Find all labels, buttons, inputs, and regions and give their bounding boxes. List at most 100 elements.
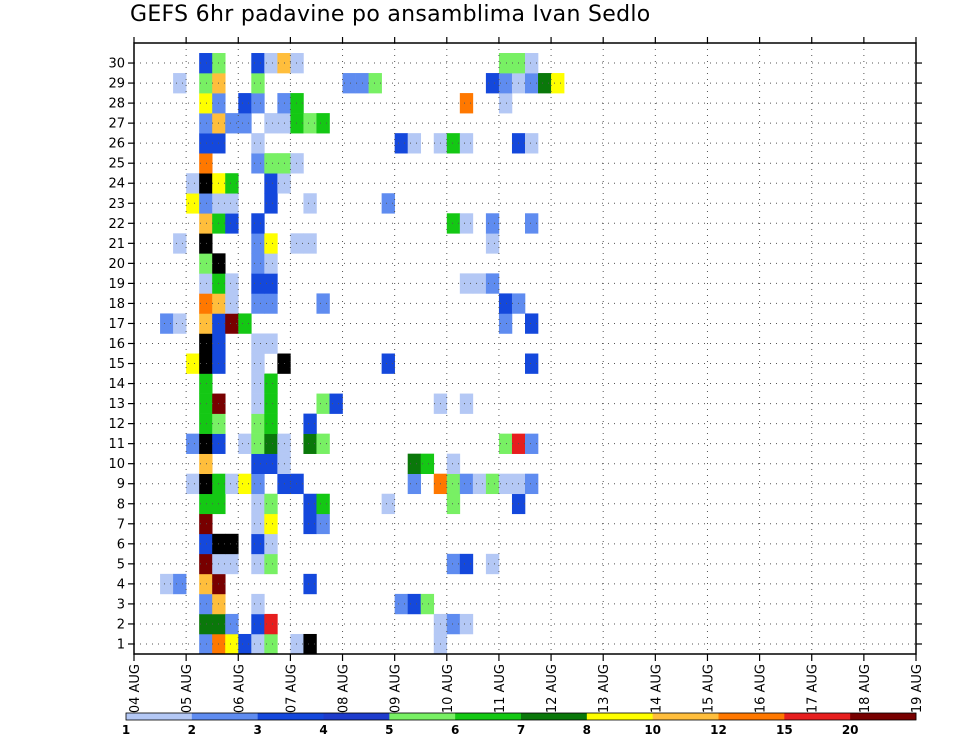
heat-cell (446, 213, 461, 234)
heat-cell (290, 53, 304, 74)
heat-cell (264, 533, 278, 555)
y-tick-label: 24 (108, 177, 125, 192)
heat-cell (459, 133, 474, 154)
heat-cell (485, 553, 500, 575)
heat-cell (407, 593, 422, 615)
heat-cell (251, 93, 265, 114)
heat-cell (199, 113, 213, 134)
x-tick-label: 08 AUG (337, 664, 352, 713)
heat-cell (485, 213, 500, 234)
heat-cell (485, 473, 500, 495)
y-axis: 1234567891011121314151617181920212223242… (108, 57, 922, 652)
heat-cell (199, 513, 213, 535)
heat-cell (251, 333, 265, 354)
heat-cell (160, 313, 174, 334)
y-tick-label: 11 (108, 437, 125, 452)
heat-cell (251, 153, 265, 174)
heat-cell (199, 633, 213, 655)
heat-cell (303, 433, 317, 454)
heat-cell (290, 233, 304, 254)
y-tick-label: 1 (117, 637, 125, 652)
heat-cell (199, 433, 213, 454)
heat-cell (264, 453, 278, 474)
y-tick-label: 19 (108, 277, 125, 292)
heat-cell (498, 433, 513, 454)
heat-cell (264, 393, 278, 414)
y-tick-label: 3 (117, 597, 125, 612)
x-tick-label: 04 AUG (128, 664, 143, 713)
heat-cell (264, 613, 278, 635)
x-tick-label: 05 AUG (180, 664, 195, 713)
heat-cell (264, 193, 278, 214)
legend-swatch (455, 713, 522, 720)
heat-cell (303, 113, 317, 134)
y-tick-label: 12 (108, 417, 125, 432)
heat-cell (498, 313, 513, 334)
legend: 1 2 3 4 5 6 7 8 10 12 15 20 (122, 712, 917, 737)
heat-cell (498, 293, 513, 314)
heat-cell (459, 273, 474, 294)
legend-label: 1 (122, 723, 130, 737)
heat-cell (264, 333, 278, 354)
heat-cell (472, 273, 487, 294)
heat-cell (264, 553, 278, 575)
heat-cell (199, 453, 213, 474)
y-tick-label: 14 (108, 377, 125, 392)
x-tick-label: 09 AUG (389, 664, 404, 713)
heat-cell (251, 553, 265, 575)
heat-cell (199, 353, 213, 374)
y-tick-label: 13 (108, 397, 125, 412)
heat-cell (394, 593, 408, 615)
legend-label: 10 (644, 723, 661, 737)
heat-cell (199, 533, 213, 555)
heat-cell (251, 473, 265, 495)
heat-cell (459, 393, 474, 414)
heat-cell (160, 573, 174, 595)
legend-swatch (586, 713, 654, 720)
y-tick-label: 25 (108, 157, 125, 172)
heat-cell (303, 573, 317, 595)
x-tick-label: 14 AUG (649, 664, 664, 713)
heat-cell (199, 553, 213, 575)
legend-swatch (521, 713, 588, 720)
heat-cell (446, 493, 461, 515)
heat-cell (251, 593, 265, 615)
legend-label: 4 (319, 723, 327, 737)
x-tick-label: 13 AUG (597, 664, 612, 713)
legend-label: 2 (188, 723, 196, 737)
cells-layer (160, 53, 565, 655)
heat-cell (199, 573, 213, 595)
heat-cell (199, 173, 213, 194)
heat-cell (251, 433, 265, 454)
grid-layer (134, 43, 916, 654)
heat-cell (225, 113, 239, 134)
heat-cell (199, 73, 213, 94)
x-tick-label: 19 AUG (910, 664, 925, 713)
y-tick-label: 6 (117, 537, 125, 552)
heat-cell (251, 613, 265, 635)
legend-label: 5 (385, 723, 393, 737)
legend-swatch (126, 713, 193, 720)
heat-cell (186, 433, 200, 454)
legend-swatch (191, 713, 259, 720)
heat-cell (407, 133, 422, 154)
heat-cell (290, 93, 304, 114)
legend-frame (125, 712, 917, 721)
heat-cell (199, 473, 213, 495)
heat-cell (238, 433, 252, 454)
heat-cell (407, 473, 422, 495)
heat-cell (316, 113, 330, 134)
heat-cell (420, 453, 435, 474)
heat-cell (251, 293, 265, 314)
heat-cell (525, 433, 539, 454)
heat-cell (381, 193, 395, 214)
x-tick-label: 15 AUG (701, 664, 716, 713)
heat-cell (199, 213, 213, 234)
heat-cell (316, 513, 330, 535)
heat-cell (173, 233, 187, 254)
heat-cell (264, 153, 278, 174)
legend-label: 3 (253, 723, 261, 737)
heat-cell (446, 473, 461, 495)
heat-cell (316, 493, 330, 515)
heat-cell (290, 473, 304, 495)
